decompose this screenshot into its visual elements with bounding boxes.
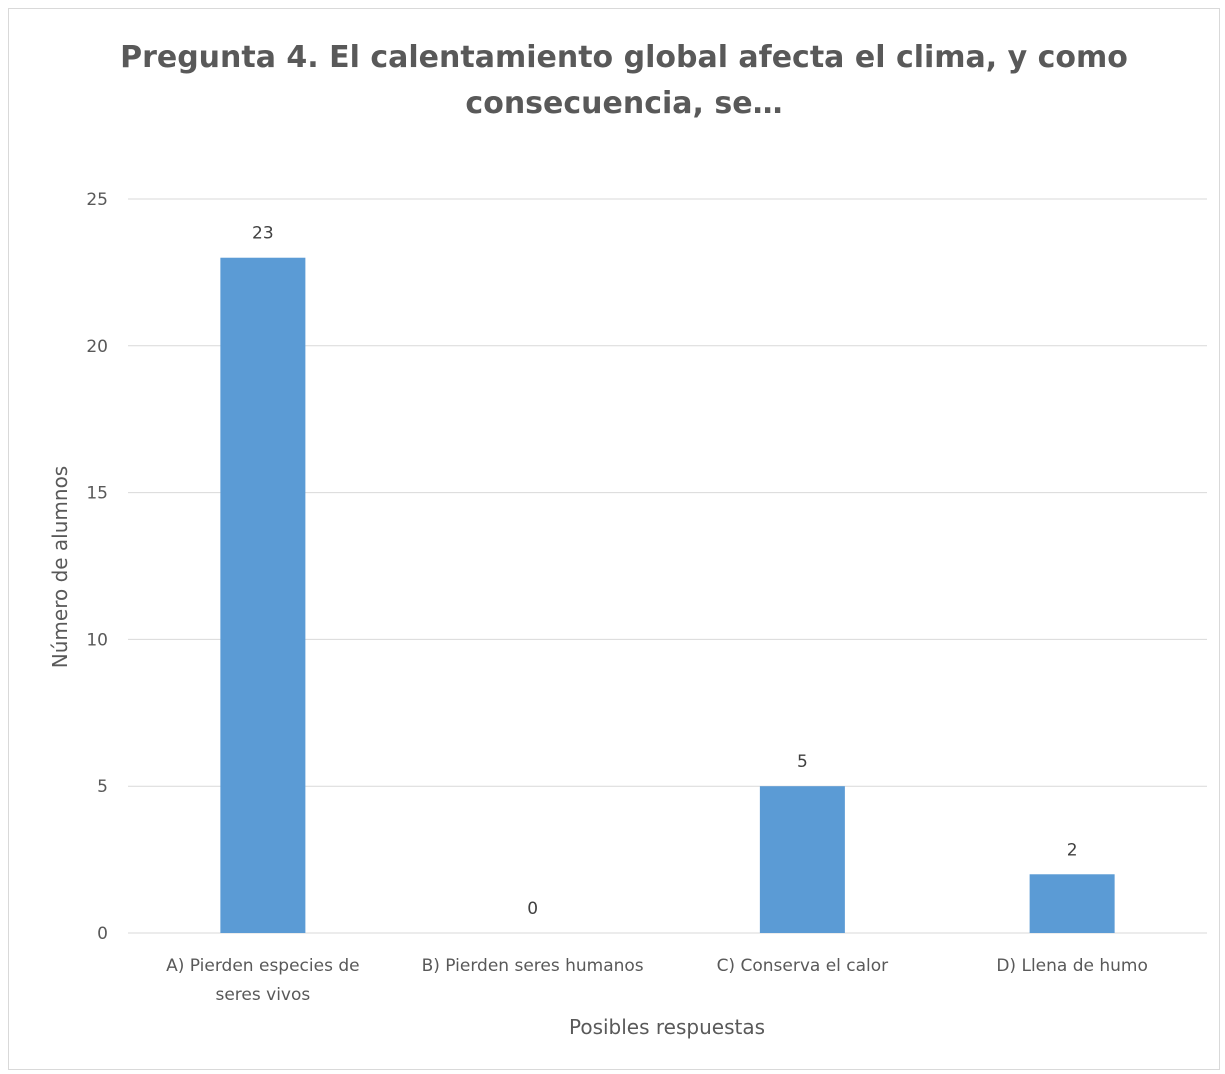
bar [220, 257, 306, 934]
x-category-label: A) Pierden especies de seres vivos [166, 956, 359, 1005]
x-category-label-line: C) Conserva el calor [717, 956, 889, 976]
x-category-label: C) Conserva el calor [717, 956, 889, 976]
x-axis-categories: A) Pierden especies de seres vivos B) Pier… [166, 956, 1148, 1005]
x-category-label-line: A) Pierden especies de [166, 956, 359, 976]
chart-title-line-1: Pregunta 4. El calentamiento global afec… [120, 40, 1128, 75]
chart-title: Pregunta 4. El calentamiento global afec… [120, 40, 1128, 121]
data-label: 0 [527, 899, 538, 919]
y-tick-label: 5 [97, 777, 108, 797]
bars [220, 257, 1115, 934]
x-category-label: D) Llena de humo [996, 956, 1148, 976]
data-label: 2 [1067, 840, 1078, 860]
bar [1029, 874, 1115, 933]
y-tick-label: 10 [86, 630, 108, 650]
bar [759, 786, 845, 933]
x-category-label-line: D) Llena de humo [996, 956, 1148, 976]
data-label: 5 [797, 752, 808, 772]
y-tick-label: 25 [86, 190, 108, 210]
data-label: 23 [252, 224, 274, 244]
y-tick-label: 15 [86, 484, 108, 504]
data-labels: 23 0 5 2 [252, 224, 1077, 919]
chart-title-line-2: consecuencia, se… [465, 86, 782, 121]
y-axis-ticks: 0 5 10 15 20 25 [86, 190, 108, 944]
x-category-label: B) Pierden seres humanos [422, 956, 644, 976]
y-tick-label: 20 [86, 337, 108, 357]
gridlines [128, 198, 1207, 934]
y-axis-title: Número de alumnos [48, 466, 72, 668]
x-axis-title: Posibles respuestas [569, 1015, 765, 1039]
x-category-label-line: seres vivos [215, 985, 310, 1005]
x-category-label-line: B) Pierden seres humanos [422, 956, 644, 976]
y-tick-label: 0 [97, 924, 108, 944]
chart-frame [8, 8, 1220, 1070]
